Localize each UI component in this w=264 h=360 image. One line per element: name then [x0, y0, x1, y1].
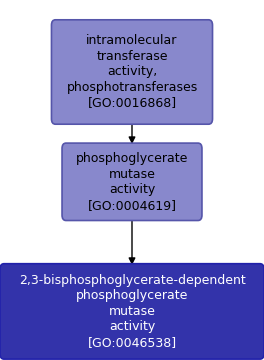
Text: phosphoglycerate
mutase
activity
[GO:0004619]: phosphoglycerate mutase activity [GO:000…	[76, 152, 188, 212]
FancyBboxPatch shape	[62, 143, 202, 220]
FancyBboxPatch shape	[0, 264, 264, 359]
Text: intramolecular
transferase
activity,
phosphotransferases
[GO:0016868]: intramolecular transferase activity, pho…	[66, 35, 198, 109]
Text: 2,3-bisphosphoglycerate-dependent
phosphoglycerate
mutase
activity
[GO:0046538]: 2,3-bisphosphoglycerate-dependent phosph…	[19, 274, 245, 349]
FancyBboxPatch shape	[51, 20, 213, 124]
